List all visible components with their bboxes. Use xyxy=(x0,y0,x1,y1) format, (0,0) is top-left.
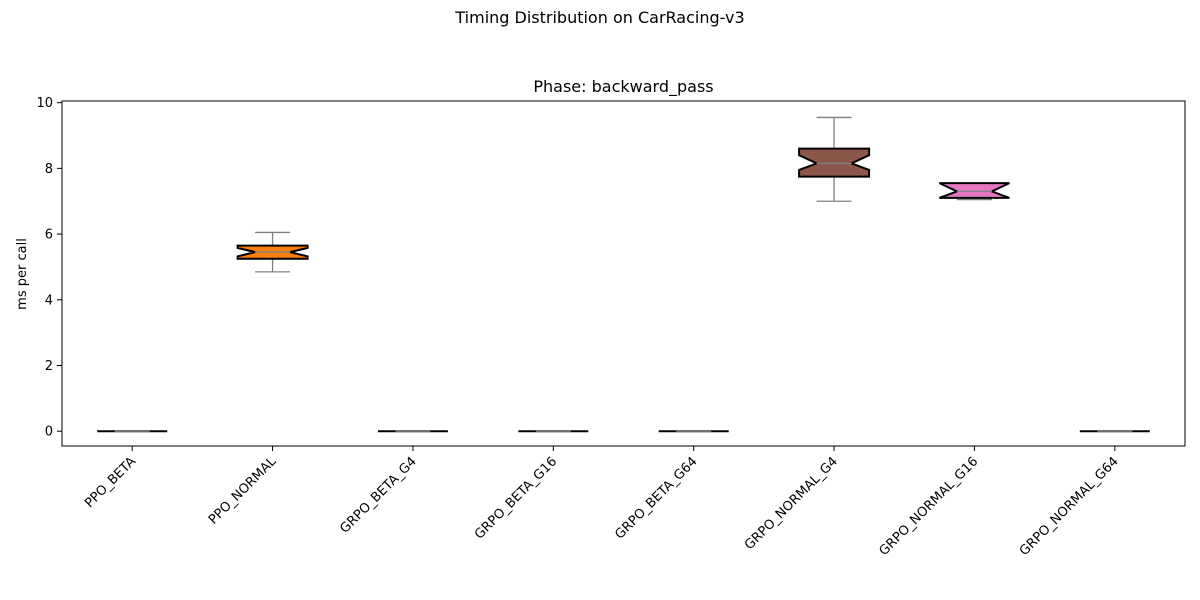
y-axis-label: ms per call xyxy=(15,238,30,310)
figure-suptitle: Timing Distribution on CarRacing-v3 xyxy=(455,8,745,27)
x-tick-label: GRPO_NORMAL_G16 xyxy=(877,454,982,559)
y-tick-label: 10 xyxy=(36,96,53,111)
y-tick-label: 6 xyxy=(45,228,53,243)
box-body xyxy=(938,182,1010,199)
plot-frame xyxy=(61,100,1186,447)
y-axis: 0 2 4 6 8 10 xyxy=(36,96,62,440)
box-GRPO_NORMAL_G16 xyxy=(938,182,1010,201)
y-tick-label: 4 xyxy=(45,293,53,308)
x-tick-label: PPO_NORMAL xyxy=(206,454,280,528)
box-GRPO_NORMAL_G4 xyxy=(798,116,871,202)
boxes-layer xyxy=(97,116,1150,433)
box-body xyxy=(798,147,871,178)
y-tick-label: 8 xyxy=(45,162,53,177)
x-tick-label: GRPO_BETA_G16 xyxy=(472,454,560,542)
x-tick-label: GRPO_NORMAL_G64 xyxy=(1017,454,1122,559)
x-tick-label: GRPO_NORMAL_G4 xyxy=(742,454,841,553)
x-axis: PPO_BETA PPO_NORMAL GRPO_BETA_G4 GRPO_BETA_… xyxy=(82,446,1122,559)
x-tick-label: GRPO_BETA_G64 xyxy=(612,454,700,542)
y-tick-label: 2 xyxy=(45,359,53,374)
box-PPO_NORMAL xyxy=(236,231,309,273)
x-tick-label: PPO_BETA xyxy=(82,454,139,511)
x-tick-label: GRPO_BETA_G4 xyxy=(337,454,419,536)
axes-title: Phase: backward_pass xyxy=(533,77,713,97)
y-tick-label: 0 xyxy=(45,425,53,440)
